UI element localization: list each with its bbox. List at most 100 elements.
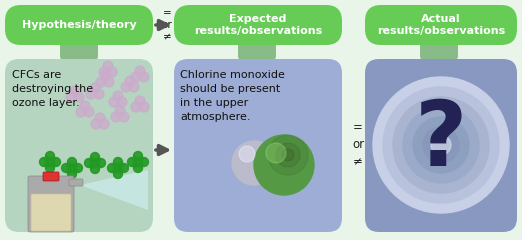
- Circle shape: [84, 107, 94, 117]
- Text: Chlorine monoxide
should be present
in the upper
atmosphere.: Chlorine monoxide should be present in t…: [180, 70, 285, 122]
- Text: =
or
≠: = or ≠: [162, 8, 172, 42]
- Circle shape: [90, 83, 100, 93]
- FancyBboxPatch shape: [365, 59, 517, 232]
- FancyBboxPatch shape: [238, 40, 276, 60]
- Circle shape: [111, 112, 121, 122]
- Circle shape: [239, 146, 255, 162]
- Circle shape: [139, 157, 148, 167]
- Circle shape: [86, 89, 96, 99]
- Circle shape: [413, 117, 469, 173]
- Circle shape: [99, 119, 109, 129]
- Circle shape: [108, 163, 116, 173]
- Circle shape: [118, 163, 123, 168]
- Circle shape: [403, 107, 479, 183]
- Circle shape: [62, 163, 70, 173]
- FancyBboxPatch shape: [43, 172, 59, 181]
- Circle shape: [423, 127, 459, 163]
- Circle shape: [97, 158, 105, 168]
- Circle shape: [99, 67, 109, 77]
- Circle shape: [90, 164, 100, 174]
- Circle shape: [52, 157, 61, 167]
- Text: ?: ?: [415, 97, 467, 185]
- FancyBboxPatch shape: [174, 59, 342, 232]
- Polygon shape: [80, 170, 148, 210]
- Circle shape: [115, 106, 125, 116]
- Circle shape: [119, 112, 129, 122]
- Circle shape: [104, 77, 114, 87]
- Circle shape: [254, 135, 314, 195]
- Circle shape: [113, 157, 123, 167]
- Circle shape: [100, 71, 110, 81]
- Circle shape: [92, 160, 98, 166]
- Circle shape: [138, 157, 144, 162]
- Circle shape: [45, 157, 50, 162]
- Circle shape: [120, 163, 128, 173]
- Circle shape: [139, 72, 149, 82]
- Circle shape: [50, 157, 55, 162]
- Circle shape: [139, 102, 149, 112]
- Circle shape: [127, 157, 136, 167]
- Circle shape: [129, 82, 139, 92]
- FancyBboxPatch shape: [174, 5, 342, 45]
- Circle shape: [232, 141, 276, 185]
- Circle shape: [268, 135, 308, 175]
- Circle shape: [45, 162, 50, 167]
- Circle shape: [50, 162, 55, 167]
- Circle shape: [40, 157, 49, 167]
- Circle shape: [135, 66, 145, 76]
- Circle shape: [74, 163, 82, 173]
- Circle shape: [131, 102, 141, 112]
- Circle shape: [138, 162, 144, 167]
- Circle shape: [113, 168, 117, 173]
- Circle shape: [67, 168, 72, 173]
- Circle shape: [73, 168, 77, 173]
- Circle shape: [133, 157, 138, 162]
- Circle shape: [109, 97, 119, 107]
- Text: CFCs are
destroying the
ozone layer.: CFCs are destroying the ozone layer.: [12, 70, 93, 108]
- Circle shape: [282, 149, 294, 161]
- Circle shape: [266, 143, 286, 163]
- Circle shape: [96, 158, 100, 163]
- FancyBboxPatch shape: [28, 176, 74, 232]
- Text: Actual
results/observations: Actual results/observations: [377, 14, 505, 36]
- Circle shape: [135, 159, 141, 165]
- Circle shape: [47, 159, 53, 165]
- Circle shape: [94, 89, 104, 99]
- Circle shape: [96, 163, 100, 168]
- Circle shape: [121, 82, 131, 92]
- Circle shape: [67, 157, 77, 167]
- Circle shape: [90, 158, 94, 163]
- FancyBboxPatch shape: [365, 5, 517, 45]
- Circle shape: [131, 72, 141, 82]
- Circle shape: [66, 92, 76, 102]
- FancyBboxPatch shape: [69, 179, 83, 186]
- Circle shape: [90, 163, 94, 168]
- Circle shape: [134, 163, 143, 173]
- Circle shape: [117, 97, 127, 107]
- Circle shape: [383, 87, 499, 203]
- Circle shape: [74, 92, 84, 102]
- Text: =
or
≠: = or ≠: [352, 121, 364, 168]
- Circle shape: [276, 143, 300, 167]
- Circle shape: [431, 135, 451, 155]
- FancyBboxPatch shape: [0, 0, 522, 55]
- Circle shape: [76, 107, 86, 117]
- FancyBboxPatch shape: [60, 40, 98, 60]
- Circle shape: [118, 168, 123, 173]
- Circle shape: [67, 163, 72, 168]
- Circle shape: [113, 169, 123, 179]
- Circle shape: [85, 158, 93, 168]
- Circle shape: [103, 61, 113, 71]
- Circle shape: [45, 151, 54, 161]
- Circle shape: [95, 113, 105, 123]
- FancyBboxPatch shape: [5, 5, 153, 45]
- Circle shape: [113, 163, 117, 168]
- Circle shape: [70, 86, 80, 96]
- FancyBboxPatch shape: [31, 194, 71, 231]
- Circle shape: [133, 162, 138, 167]
- Circle shape: [91, 119, 101, 129]
- Circle shape: [107, 67, 117, 77]
- FancyBboxPatch shape: [5, 59, 153, 232]
- Circle shape: [73, 163, 77, 168]
- Circle shape: [90, 152, 100, 162]
